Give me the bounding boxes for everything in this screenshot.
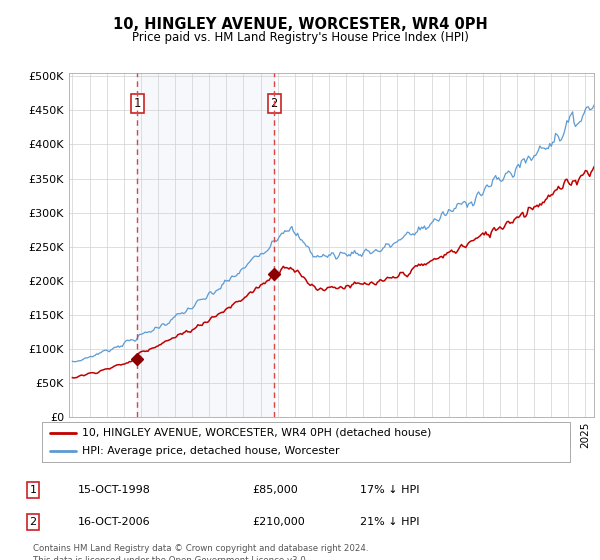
Text: 1: 1 [134,97,141,110]
Text: 21% ↓ HPI: 21% ↓ HPI [360,517,419,527]
Text: £210,000: £210,000 [252,517,305,527]
Text: 2: 2 [271,97,278,110]
Text: Price paid vs. HM Land Registry's House Price Index (HPI): Price paid vs. HM Land Registry's House … [131,31,469,44]
Bar [137,73,274,417]
Text: HPI: Average price, detached house, Worcester: HPI: Average price, detached house, Worc… [82,446,339,456]
Text: Contains HM Land Registry data © Crown copyright and database right 2024.
This d: Contains HM Land Registry data © Crown c… [33,544,368,560]
Text: £85,000: £85,000 [252,485,298,495]
Text: 15-OCT-1998: 15-OCT-1998 [78,485,151,495]
Text: 1: 1 [29,485,37,495]
Text: 17% ↓ HPI: 17% ↓ HPI [360,485,419,495]
Text: 16-OCT-2006: 16-OCT-2006 [78,517,151,527]
Text: 2: 2 [29,517,37,527]
Text: 10, HINGLEY AVENUE, WORCESTER, WR4 0PH (detached house): 10, HINGLEY AVENUE, WORCESTER, WR4 0PH (… [82,428,431,437]
Text: 10, HINGLEY AVENUE, WORCESTER, WR4 0PH: 10, HINGLEY AVENUE, WORCESTER, WR4 0PH [113,17,487,32]
